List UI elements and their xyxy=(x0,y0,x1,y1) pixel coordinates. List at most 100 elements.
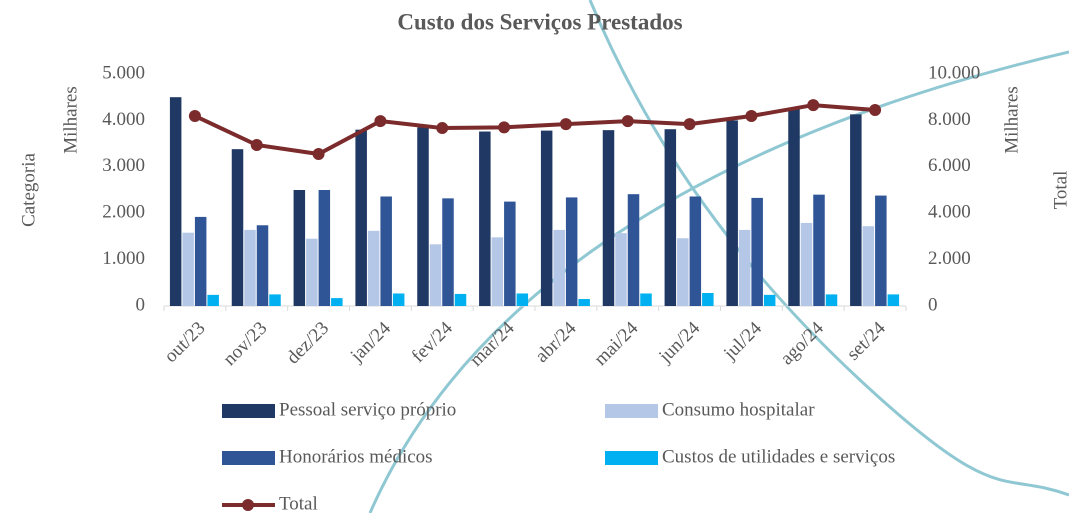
legend-label: Total xyxy=(279,493,318,513)
y2-tick-label: 2.000 xyxy=(928,248,971,269)
bar xyxy=(541,131,553,306)
bar xyxy=(615,233,627,306)
line-marker xyxy=(251,139,263,151)
bar xyxy=(207,295,219,306)
legend-label: Pessoal serviço próprio xyxy=(279,399,456,420)
legend-swatch xyxy=(222,451,275,465)
bar xyxy=(306,239,318,306)
bar xyxy=(566,197,578,306)
y-axis-label: Categoria xyxy=(18,153,39,227)
chart: Custo dos Serviços Prestados Categoria M… xyxy=(0,0,1069,513)
bar xyxy=(801,223,813,306)
bar xyxy=(826,294,838,306)
x-tick-label: mai/24 xyxy=(590,317,643,370)
bar xyxy=(764,295,776,306)
bar xyxy=(628,194,640,306)
bar xyxy=(517,293,529,306)
bar xyxy=(504,202,516,306)
legend-swatch xyxy=(222,404,275,418)
bar xyxy=(195,217,207,306)
line-marker xyxy=(498,121,510,133)
y-tick-label: 1.000 xyxy=(102,248,145,269)
y-tick-label: 4.000 xyxy=(102,109,145,130)
line-marker xyxy=(684,118,696,130)
bar xyxy=(355,130,367,306)
bar xyxy=(417,127,429,306)
x-tick-label: jun/24 xyxy=(654,317,704,367)
bar xyxy=(850,114,862,306)
bar xyxy=(739,230,751,306)
bar xyxy=(788,109,800,306)
bar xyxy=(479,132,491,306)
y-tick-label: 2.000 xyxy=(102,202,145,223)
y-tick-label: 0 xyxy=(136,294,146,315)
y2-tick-label: 10.000 xyxy=(928,62,980,83)
line-marker xyxy=(807,99,819,111)
bar xyxy=(677,238,689,306)
x-tick-label: jan/24 xyxy=(346,317,395,366)
legend-label: Custos de utilidades e serviços xyxy=(662,446,895,467)
x-tick-label: jul/24 xyxy=(719,317,766,364)
bar xyxy=(455,294,467,306)
bar xyxy=(492,237,504,306)
x-tick-label: nov/23 xyxy=(219,318,271,370)
bar xyxy=(319,190,331,306)
bar xyxy=(393,293,405,306)
x-tick-label: set/24 xyxy=(843,317,890,364)
decor-curve xyxy=(590,0,1069,495)
bar xyxy=(640,293,652,306)
line-marker xyxy=(436,122,448,134)
y2-tick-label: 6.000 xyxy=(928,155,971,176)
line-marker xyxy=(189,110,201,122)
bar xyxy=(603,130,615,306)
line-marker xyxy=(374,115,386,127)
y2-tick-label: 0 xyxy=(928,294,938,315)
bar xyxy=(170,97,182,306)
line-marker xyxy=(622,115,634,127)
legend-swatch xyxy=(605,404,658,418)
chart-title: Custo dos Serviços Prestados xyxy=(397,9,682,34)
bar xyxy=(863,226,875,306)
bar xyxy=(331,298,343,306)
bar xyxy=(726,120,738,306)
line-marker xyxy=(869,104,881,116)
bar xyxy=(232,149,244,306)
legend-label: Honorários médicos xyxy=(279,446,433,467)
bar xyxy=(751,198,763,306)
y2-tick-label: 4.000 xyxy=(928,202,971,223)
y2-axis-label: Total xyxy=(1050,171,1069,210)
bar xyxy=(690,196,702,306)
x-tick-label: abr/24 xyxy=(531,317,581,367)
bar xyxy=(875,196,887,306)
legend-swatch xyxy=(242,499,254,511)
bar xyxy=(294,190,306,306)
y2-axis-unit: Milhares xyxy=(1001,86,1022,154)
bar xyxy=(813,195,825,306)
line-marker xyxy=(560,118,572,130)
bar xyxy=(269,294,281,306)
y-tick-label: 5.000 xyxy=(102,62,145,83)
legend-label: Consumo hospitalar xyxy=(662,399,815,420)
y2-tick-label: 8.000 xyxy=(928,109,971,130)
line-marker xyxy=(745,110,757,122)
bar xyxy=(244,230,256,306)
bar xyxy=(702,293,714,306)
x-tick-label: fev/24 xyxy=(408,317,458,367)
y-tick-label: 3.000 xyxy=(102,155,145,176)
x-tick-label: out/23 xyxy=(160,318,209,367)
bar xyxy=(665,129,677,306)
bar xyxy=(578,299,590,306)
line-marker xyxy=(313,148,325,160)
bar xyxy=(368,231,380,306)
legend-swatch xyxy=(605,451,658,465)
bar xyxy=(553,230,565,306)
y-axis-unit: Milhares xyxy=(60,86,81,154)
line xyxy=(195,105,875,154)
bar xyxy=(257,225,269,306)
bar xyxy=(380,196,392,306)
bar xyxy=(430,244,442,306)
x-tick-label: mar/24 xyxy=(466,317,519,370)
bar xyxy=(182,233,194,306)
bar xyxy=(442,198,454,306)
x-tick-label: dez/23 xyxy=(283,318,334,369)
